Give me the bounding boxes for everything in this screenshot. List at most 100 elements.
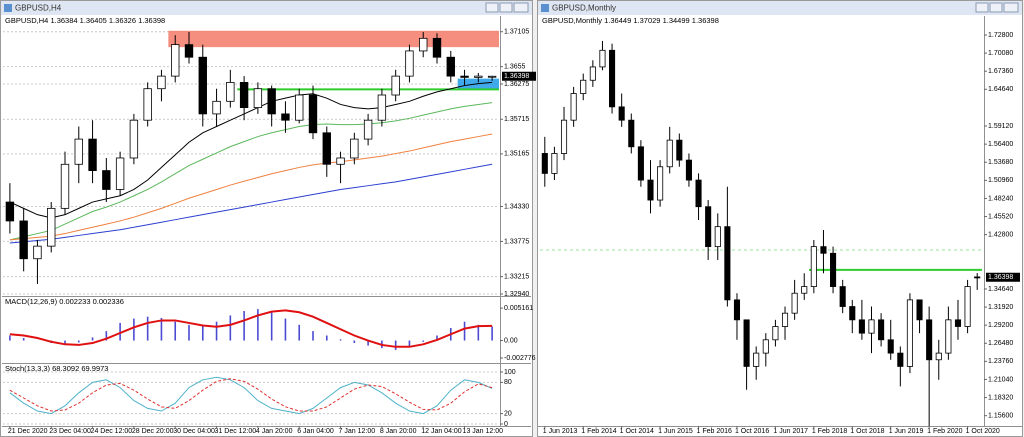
candle-body (308, 94, 318, 134)
candle-body (887, 339, 894, 354)
indicator-name: MACD(12,26,9) (5, 297, 58, 306)
candle-body (926, 319, 933, 361)
y-tick-label: 1.31920 (988, 304, 1013, 311)
candle-body (253, 88, 263, 109)
maximize-button[interactable] (989, 2, 1003, 13)
y-tick-label: 1.15600 (988, 413, 1013, 420)
moving-average (9, 163, 493, 244)
y-tick-label: 1.67360 (988, 68, 1013, 75)
close-button[interactable] (1003, 2, 1019, 13)
candle-body (551, 153, 558, 174)
candle-body (541, 153, 548, 174)
candle-body (157, 75, 166, 90)
candle-body (974, 276, 981, 279)
close-button[interactable] (513, 2, 529, 13)
x-tick-label: 1 Feb 2020 (927, 428, 963, 435)
x-tick-label: 1 Feb 2018 (812, 428, 848, 435)
candle-body (791, 292, 798, 314)
candle-body (830, 252, 837, 287)
x-tick-label: 1 Jun 2015 (658, 428, 693, 435)
candle-body (724, 226, 731, 301)
x-tick-label: 28 Dec 20:00 (132, 428, 174, 435)
price-marker (986, 272, 1020, 282)
candle-body (618, 106, 625, 121)
y-tick-label: 1.48240 (988, 195, 1013, 202)
maximize-button[interactable] (499, 2, 513, 13)
y-tick-label: -0.002776 (504, 355, 536, 362)
y-tick-label: 1.33775 (504, 238, 529, 245)
y-tick-label: 1.35165 (504, 151, 529, 158)
y-tick-label: 80 (504, 379, 512, 386)
y-tick-label: 1.72800 (988, 32, 1013, 39)
minimize-button[interactable] (485, 2, 499, 13)
candle-body (733, 299, 741, 321)
open: 1.36384 (50, 16, 77, 25)
candle-body (753, 352, 760, 367)
stoch-main (9, 376, 493, 415)
title-bar (538, 1, 1022, 15)
chart-header: GBPUSD,Monthly 1.36449 1.37029 1.34499 1… (542, 16, 719, 25)
price-zone (168, 30, 500, 48)
window-icon (4, 4, 12, 12)
candle-body (868, 319, 875, 334)
x-tick-label: 1 Oct 2014 (620, 428, 654, 435)
x-tick-label: 24 Dec 12:00 (91, 428, 133, 435)
high: 1.37029 (633, 16, 660, 25)
x-tick-label: 30 Dec 04:00 (173, 428, 215, 435)
y-tick-label: 1.35715 (504, 116, 529, 123)
candle-body (743, 319, 750, 367)
candle-body (964, 286, 971, 327)
candle-body (460, 75, 469, 78)
close: 1.36398 (138, 16, 165, 25)
signal-line (9, 309, 493, 348)
candle-body (377, 94, 387, 121)
x-tick-label: 1 Jun 2019 (889, 428, 924, 435)
candle-body (676, 139, 683, 161)
candle-body (762, 339, 769, 354)
x-tick-label: 1 Oct 2018 (850, 428, 884, 435)
y-tick-label: 1.29200 (988, 322, 1013, 329)
left-window: GBPUSD,H4 GBPUSD,H4 1.36384 1.36405 1.36… (0, 0, 533, 437)
chart-header: GBPUSD,H4 1.36384 1.36405 1.36326 1.3639… (5, 16, 165, 25)
x-tick-label: 1 Feb 2014 (581, 428, 617, 435)
candle-body (336, 157, 345, 165)
candle-body (47, 207, 56, 247)
y-tick-label: 0 (504, 421, 508, 428)
current-price: 1.36398 (988, 274, 1013, 281)
candle-body (858, 319, 865, 334)
candle-body (487, 75, 497, 78)
candle-body (115, 157, 125, 190)
candle-body (839, 286, 846, 307)
candle-body (33, 245, 42, 260)
candle-body (878, 319, 885, 341)
candle-body (74, 138, 83, 165)
window-icon (541, 4, 549, 12)
candle-body (849, 306, 856, 321)
candle-body (685, 159, 692, 181)
y-tick-label: 1.34330 (504, 203, 529, 210)
candle-body (820, 246, 827, 254)
y-tick-label: 1.21040 (988, 376, 1013, 383)
y-tick-label: 1.56400 (988, 141, 1013, 148)
candle-body (916, 299, 923, 321)
candle-body (184, 44, 194, 58)
minimize-button[interactable] (975, 2, 989, 13)
candle-body (637, 146, 644, 181)
candle-body (198, 56, 207, 115)
window-title: GBPUSD,Monthly (552, 4, 616, 13)
y-tick-label: 1.32940 (504, 291, 529, 298)
high: 1.36405 (80, 16, 107, 25)
y-tick-label: 0.005161 (504, 305, 533, 312)
candle-body (60, 163, 70, 209)
candle-body (446, 56, 455, 77)
x-tick-label: 13 Jan 12:00 (463, 428, 504, 435)
candle-body (705, 206, 712, 248)
x-tick-label: 21 Dec 2020 (8, 428, 48, 435)
candle-body (714, 226, 721, 248)
candle-body (609, 49, 616, 108)
macd-value: 0.002233 (59, 297, 90, 306)
candle-body (897, 352, 904, 367)
window-frame (537, 0, 1023, 437)
y-tick-label: 100 (504, 369, 516, 376)
x-tick-label: 7 Jan 12:00 (339, 428, 376, 435)
